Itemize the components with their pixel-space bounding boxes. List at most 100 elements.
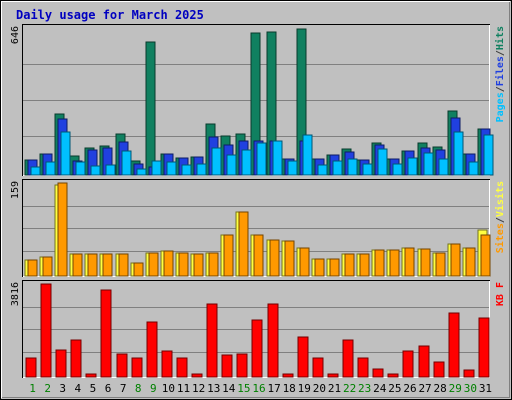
bar-pages-day-11: [181, 164, 192, 176]
legend-entry: /: [495, 86, 506, 92]
bar-sites-day-31: [480, 234, 491, 277]
x-tick-label-day-9: 9: [150, 382, 157, 395]
chart-title: Daily usage for March 2025: [16, 8, 204, 22]
legend-entry: Sites: [494, 223, 506, 253]
bar-sites-day-12: [193, 253, 204, 277]
bar-kb-f-day-8: [131, 357, 143, 378]
bar-kb-f-day-1: [25, 357, 37, 378]
x-tick-label-day-28: 28: [434, 382, 447, 395]
bar-kb-f-day-31: [478, 317, 490, 378]
bar-pages-day-25: [392, 163, 403, 176]
bar-sites-day-20: [314, 258, 325, 277]
bar-pages-day-15: [241, 149, 252, 176]
bar-kb-f-day-20: [312, 357, 324, 378]
bar-pages-day-14: [226, 154, 237, 176]
bar-pages-day-20: [317, 164, 328, 176]
x-tick-label-day-6: 6: [105, 382, 112, 395]
bar-pages-day-13: [211, 147, 222, 176]
bar-kb-f-day-25: [387, 373, 399, 378]
bar-kb-f-day-6: [100, 289, 112, 378]
x-tick-label-day-31: 31: [479, 382, 492, 395]
bar-kb-f-day-2: [40, 283, 52, 378]
bar-pages-day-18: [287, 160, 298, 176]
bar-kb-f-day-9: [146, 321, 158, 378]
legend-entry: Files: [494, 56, 506, 86]
bar-kb-f-day-22: [342, 339, 354, 378]
bar-sites-day-23: [359, 253, 370, 277]
bar-pages-day-1: [30, 166, 41, 176]
x-tick-label-day-15: 15: [237, 382, 250, 395]
bar-pages-day-12: [196, 163, 207, 176]
x-tick-label-day-30: 30: [464, 382, 477, 395]
bar-pages-day-2: [45, 161, 56, 176]
x-tick-label-day-21: 21: [328, 382, 341, 395]
bar-pages-day-3: [60, 131, 71, 176]
x-tick-label-day-29: 29: [449, 382, 462, 395]
bar-kb-f-day-30: [463, 369, 475, 378]
bar-pages-day-19: [302, 134, 313, 176]
y-max-label: 3816: [10, 282, 21, 306]
x-tick-label-day-20: 20: [313, 382, 326, 395]
bar-kb-f-day-18: [282, 373, 294, 378]
bar-kb-f-day-11: [176, 357, 188, 378]
bar-kb-f-day-10: [161, 350, 173, 378]
bar-sites-day-30: [465, 247, 476, 277]
bar-sites-day-18: [284, 240, 295, 277]
x-tick-label-day-25: 25: [388, 382, 401, 395]
x-tick-label-day-17: 17: [267, 382, 280, 395]
bar-sites-day-17: [269, 239, 280, 277]
y-max-label: 159: [10, 181, 21, 199]
bar-pages-day-10: [166, 161, 177, 176]
bar-kb-f-day-27: [418, 345, 430, 378]
bar-sites-day-1: [27, 259, 38, 277]
bar-pages-day-17: [272, 140, 283, 176]
bar-pages-day-9: [151, 160, 162, 176]
bar-pages-day-27: [423, 152, 434, 176]
x-tick-label-day-24: 24: [373, 382, 387, 395]
bar-sites-day-2: [42, 256, 53, 277]
bar-sites-day-16: [253, 234, 264, 277]
bar-sites-day-26: [404, 247, 415, 277]
bar-kb-f-day-19: [297, 336, 309, 378]
x-tick-label-day-14: 14: [222, 382, 236, 395]
bar-sites-day-14: [223, 234, 234, 277]
y-max-label: 646: [10, 26, 21, 44]
bar-kb-f-day-12: [191, 373, 203, 378]
bar-kb-f-day-5: [85, 373, 97, 378]
bar-sites-day-25: [389, 249, 400, 277]
x-tick-label-day-2: 2: [44, 382, 51, 395]
bar-kb-f-day-23: [357, 357, 369, 378]
bar-sites-day-22: [344, 253, 355, 277]
legend-entry: /: [495, 50, 506, 56]
bar-sites-day-3: [57, 182, 68, 277]
bar-sites-day-9: [148, 252, 159, 277]
bar-pages-day-21: [332, 160, 343, 176]
bar-sites-day-21: [329, 258, 340, 277]
bar-pages-day-16: [256, 142, 267, 176]
bar-kb-f-day-3: [55, 349, 67, 378]
x-tick-label-day-12: 12: [192, 382, 205, 395]
bar-kb-f-day-14: [221, 354, 233, 378]
legend-entry: /: [495, 217, 506, 223]
bar-sites-day-5: [87, 253, 98, 277]
bar-pages-day-24: [377, 148, 388, 176]
bar-pages-day-5: [90, 165, 101, 176]
x-tick-label-day-1: 1: [29, 382, 36, 395]
bar-sites-day-11: [178, 252, 189, 277]
bar-sites-day-13: [208, 252, 219, 277]
x-tick-label-day-26: 26: [403, 382, 416, 395]
bar-sites-day-15: [238, 211, 249, 277]
x-tick-label-day-11: 11: [177, 382, 190, 395]
x-tick-label-day-13: 13: [207, 382, 220, 395]
panel-visits: 159 Sites/Visits: [10, 179, 506, 277]
bar-pages-day-4: [75, 161, 86, 176]
bar-pages-day-8: [136, 168, 147, 176]
bar-kb-f-day-4: [70, 339, 82, 378]
bar-kb-f-day-13: [206, 303, 218, 378]
bar-pages-day-22: [347, 158, 358, 176]
x-axis-labels: 1 2 3 4 5 6 7 8 9 10 11 12 13 14 15 16 17 18 19 20 21 22 23 24 2…: [29, 382, 492, 395]
bar-sites-day-4: [72, 253, 83, 277]
x-tick-label-day-8: 8: [135, 382, 142, 395]
